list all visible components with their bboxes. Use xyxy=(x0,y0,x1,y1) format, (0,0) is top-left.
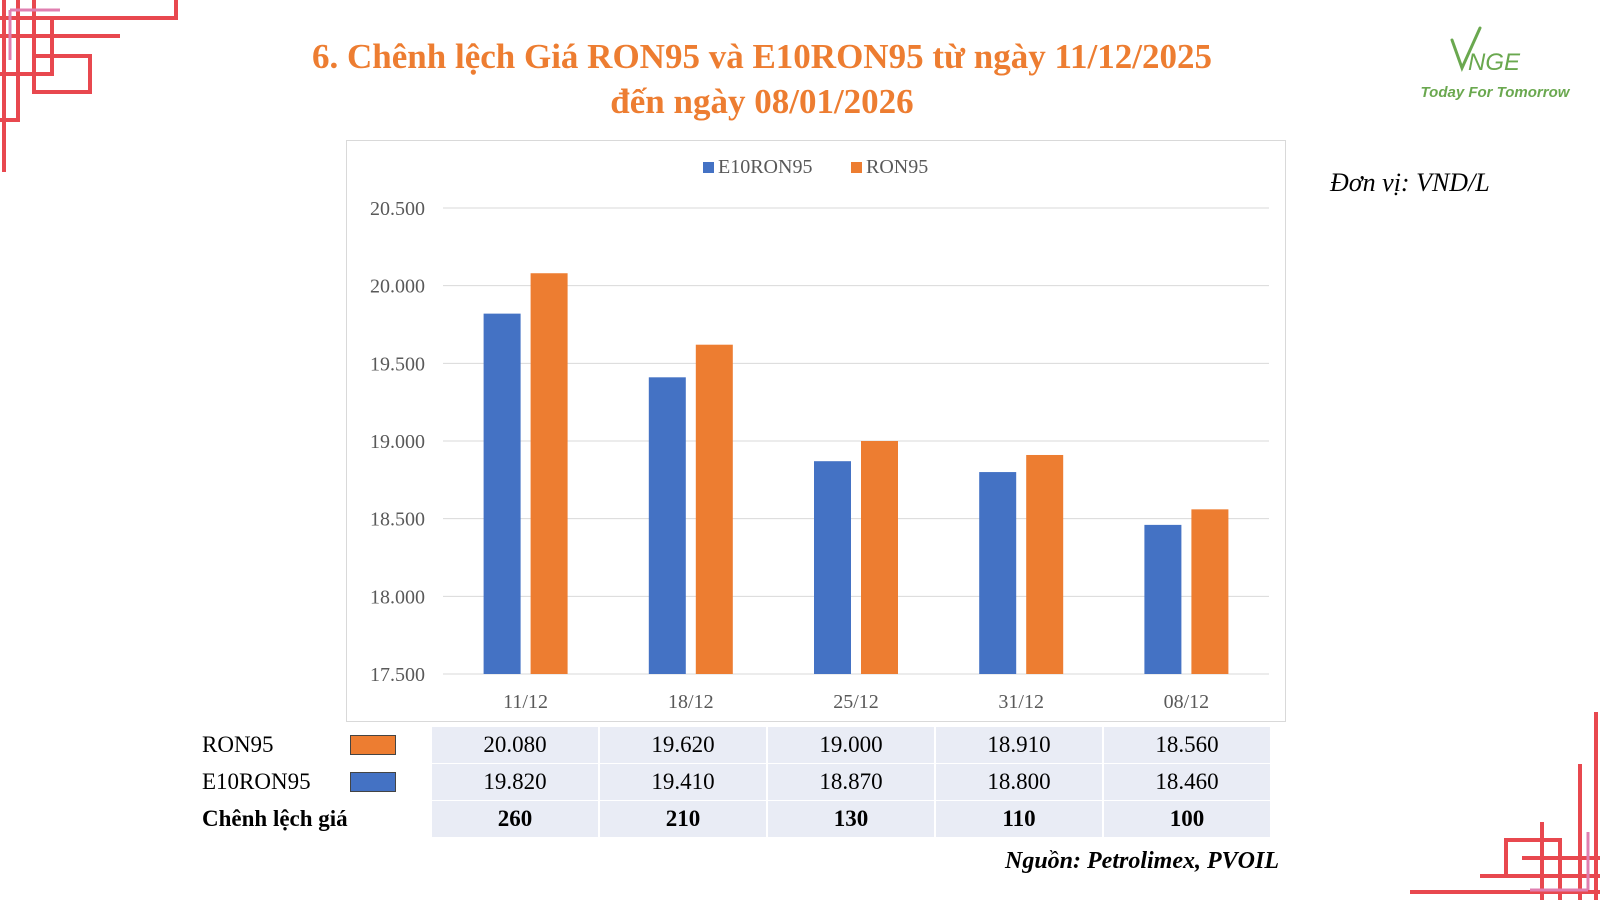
bar-ron95 xyxy=(530,273,568,674)
table-cell: 110 xyxy=(935,800,1104,838)
vnge-logo: NGE Today For Tomorrow xyxy=(1400,18,1590,108)
logo-tagline: Today For Tomorrow xyxy=(1420,84,1570,101)
table-cell: 18.870 xyxy=(767,763,936,801)
row-label-ron95: RON95 xyxy=(202,727,432,764)
legend-label-ron95: RON95 xyxy=(866,156,928,178)
legend-swatch-e10ron95 xyxy=(703,162,714,173)
row-label-text: E10RON95 xyxy=(202,769,311,794)
table-row-e10ron95: E10RON95 19.820 19.410 18.870 18.800 18.… xyxy=(202,763,1272,801)
table-row-ron95: RON95 20.080 19.620 19.000 18.910 18.560 xyxy=(202,727,1272,764)
bar-chart: 17.500 18.000 18.500 19.000 19.500 20.000 20.5… xyxy=(346,140,1286,722)
bar-ron95 xyxy=(1191,509,1229,674)
table-cell: 19.410 xyxy=(599,763,768,801)
table-cell: 210 xyxy=(599,800,768,838)
y-tick-label: 20.500 xyxy=(370,198,425,220)
y-tick-label: 17.500 xyxy=(370,664,425,686)
table-cell: 18.910 xyxy=(935,727,1104,764)
table-cell: 260 xyxy=(431,800,600,838)
x-tick-label: 08/12 xyxy=(1164,691,1210,713)
legend-label-e10ron95: E10RON95 xyxy=(718,156,812,178)
x-tick-label: 18/12 xyxy=(668,691,714,713)
bar-e10ron95 xyxy=(814,461,851,674)
table-cell: 19.620 xyxy=(599,727,768,764)
y-tick-label: 19.500 xyxy=(370,353,425,375)
table-cell: 18.800 xyxy=(935,763,1104,801)
table-cell: 18.560 xyxy=(1103,727,1272,764)
source-label: Nguồn: Petrolimex, PVOIL xyxy=(1005,848,1279,874)
x-tick-label: 25/12 xyxy=(833,691,879,713)
corner-ornament-bottom-right xyxy=(1410,712,1600,900)
row-label-e10ron95: E10RON95 xyxy=(202,763,432,801)
bar-ron95 xyxy=(1026,454,1064,674)
chart-svg: 17.500 18.000 18.500 19.000 19.500 20.000 20.5… xyxy=(370,156,1269,713)
row-label-text: RON95 xyxy=(202,732,274,757)
vnge-logo-mark: NGE xyxy=(1450,26,1521,76)
svg-text:NGE: NGE xyxy=(1468,49,1521,76)
bar-e10ron95 xyxy=(483,313,521,674)
x-tick-label: 11/12 xyxy=(503,691,548,713)
legend-swatch-ron95 xyxy=(851,162,862,173)
x-tick-label: 31/12 xyxy=(998,691,1044,713)
bar-ron95 xyxy=(695,344,733,674)
bar-ron95 xyxy=(861,441,898,674)
table-cell: 19.000 xyxy=(767,727,936,764)
page-title: 6. Chênh lệch Giá RON95 và E10RON95 từ n… xyxy=(262,34,1262,124)
row-label-price-difference: Chênh lệch giá xyxy=(202,800,432,838)
title-line-1: 6. Chênh lệch Giá RON95 và E10RON95 từ n… xyxy=(312,37,1212,76)
corner-ornament-top-left xyxy=(0,0,178,172)
bar-e10ron95 xyxy=(1144,524,1182,674)
table-cell: 20.080 xyxy=(431,727,600,764)
y-tick-label: 19.000 xyxy=(370,431,425,453)
table-cell: 130 xyxy=(767,800,936,838)
y-tick-label: 20.000 xyxy=(370,276,425,298)
title-line-2: đến ngày 08/01/2026 xyxy=(610,82,914,121)
bar-e10ron95 xyxy=(648,377,686,674)
bar-e10ron95 xyxy=(979,472,1017,674)
table-row-price-difference: Chênh lệch giá 260 210 130 110 100 xyxy=(202,800,1272,838)
table-cell: 19.820 xyxy=(431,763,600,801)
y-tick-label: 18.000 xyxy=(370,586,425,608)
table-cell: 100 xyxy=(1103,800,1272,838)
ron95-swatch xyxy=(350,735,396,755)
e10ron95-swatch xyxy=(350,772,396,792)
data-table: RON95 20.080 19.620 19.000 18.910 18.560… xyxy=(202,727,1272,838)
y-tick-label: 18.500 xyxy=(370,509,425,531)
unit-label: Đơn vị: VND/L xyxy=(1330,168,1490,197)
table-cell: 18.460 xyxy=(1103,763,1272,801)
